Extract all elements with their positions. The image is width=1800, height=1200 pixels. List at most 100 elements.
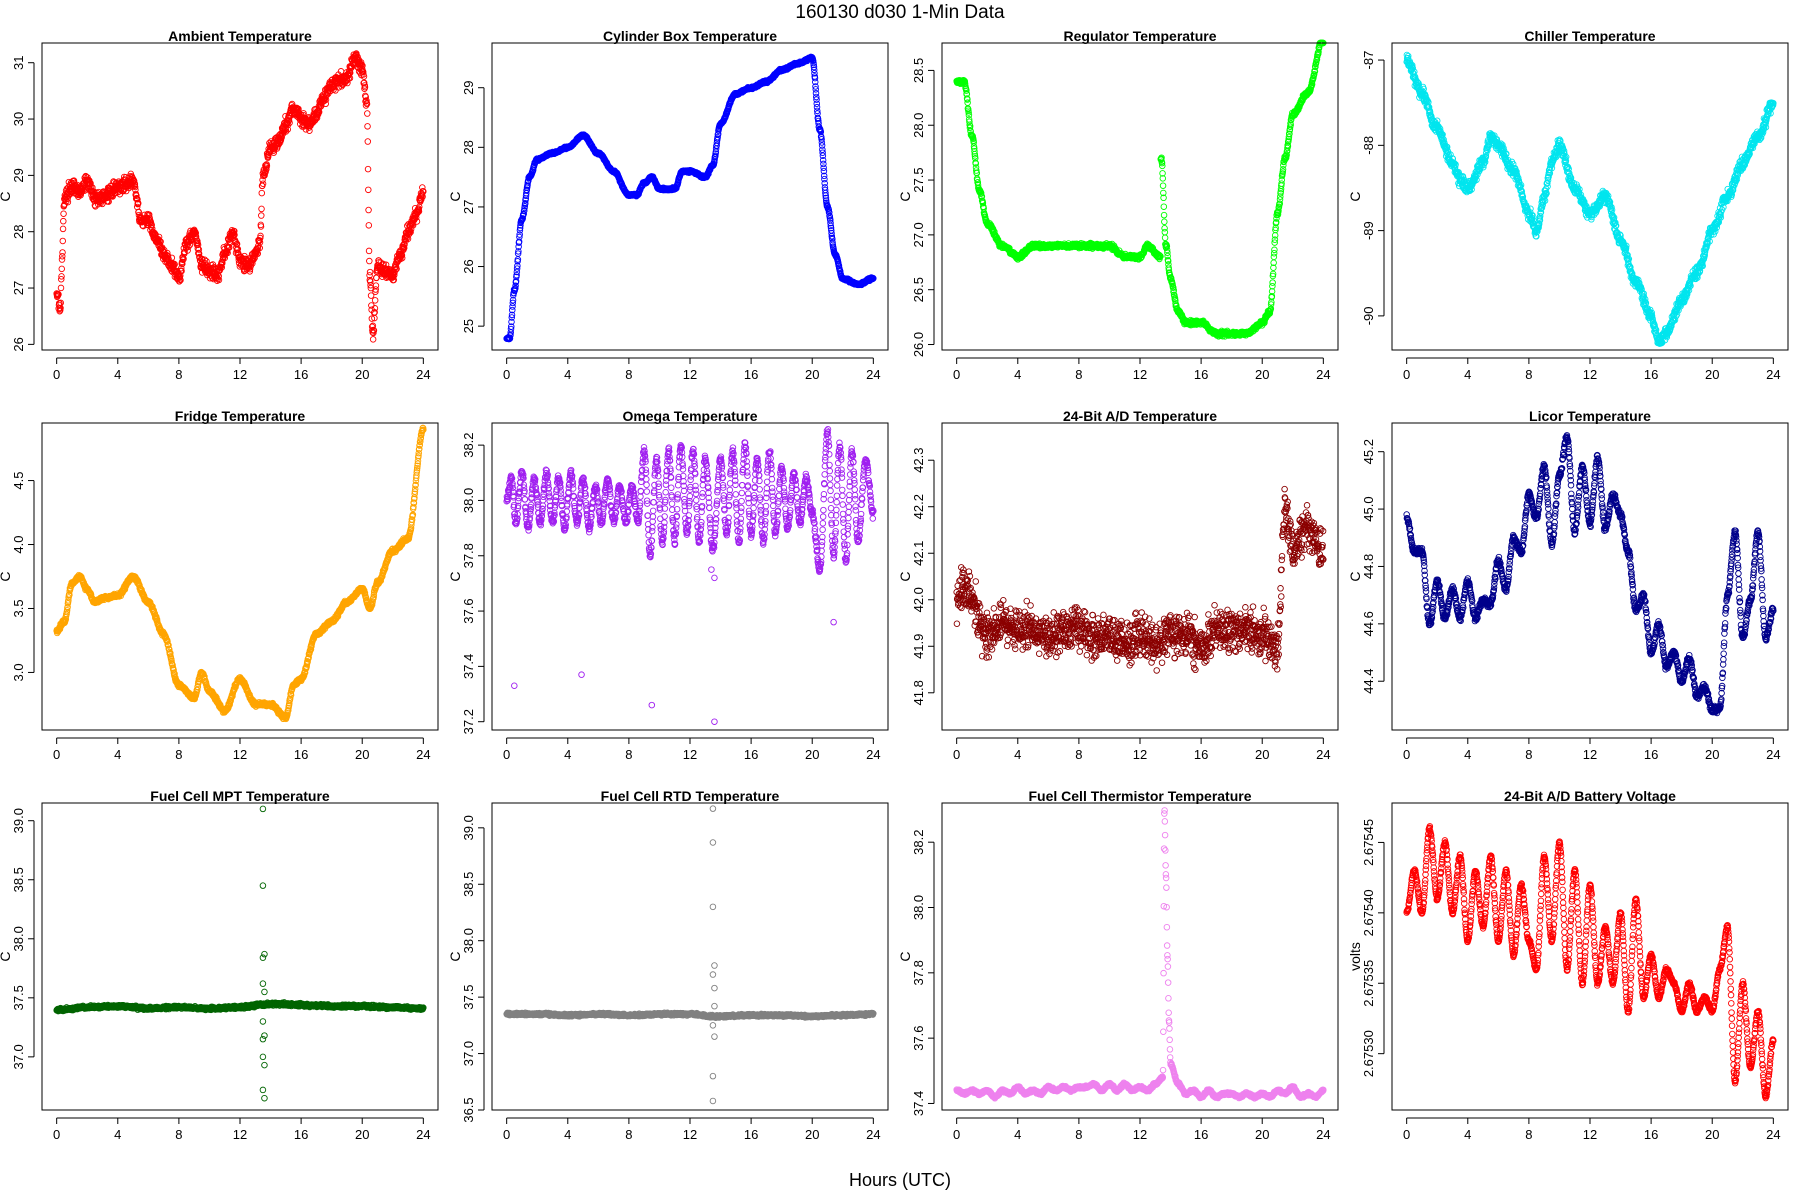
x-tick-label: 0 xyxy=(953,367,960,382)
x-tick-label: 4 xyxy=(1014,367,1021,382)
data-point xyxy=(313,114,321,122)
data-point xyxy=(1270,264,1277,272)
data-point xyxy=(970,139,977,146)
data-point xyxy=(820,167,828,175)
y-axis-label: C xyxy=(0,191,13,201)
data-point xyxy=(134,195,141,203)
data-point xyxy=(1535,220,1543,228)
data-point xyxy=(1158,159,1166,167)
data-point xyxy=(1409,62,1416,69)
data-point xyxy=(822,192,829,199)
x-tick-label: 16 xyxy=(294,367,308,382)
y-axis-label: C xyxy=(897,191,913,201)
data-point xyxy=(419,184,426,191)
data-point xyxy=(508,318,515,326)
x-tick-label: 20 xyxy=(805,367,819,382)
y-tick-label: 26.0 xyxy=(911,332,926,357)
data-point xyxy=(1545,173,1552,181)
data-point xyxy=(1308,81,1316,88)
data-point xyxy=(285,117,293,124)
data-point xyxy=(357,59,365,66)
data-point xyxy=(1164,257,1172,265)
data-point xyxy=(1270,253,1278,261)
data-point xyxy=(507,325,515,333)
data-point xyxy=(203,258,210,265)
x-tick-label: 8 xyxy=(625,367,632,382)
chart-title: Chiller Temperature xyxy=(1524,28,1655,44)
data-point xyxy=(1274,211,1282,218)
data-point xyxy=(195,250,203,257)
y-tick-label: 29 xyxy=(461,80,476,94)
data-point xyxy=(827,219,834,227)
y-tick-label: 28.5 xyxy=(911,58,926,83)
chart-panel-cylinder-box: Cylinder Box Temperature C 0 4 8 12 16 20 24 25 26… xyxy=(447,28,900,410)
data-point xyxy=(514,250,522,257)
data-point xyxy=(1267,305,1275,312)
data-point xyxy=(364,138,372,145)
data-point xyxy=(522,200,529,207)
data-point xyxy=(58,273,65,280)
data-point xyxy=(148,221,155,229)
data-point xyxy=(1268,292,1276,300)
x-tick-label: 20 xyxy=(355,367,369,382)
data-point xyxy=(513,268,521,276)
data-point xyxy=(1459,173,1467,180)
data-point xyxy=(1159,182,1167,189)
y-tick-label: 27.5 xyxy=(911,167,926,192)
data-point xyxy=(411,215,419,222)
data-point xyxy=(393,265,400,273)
plot-frame xyxy=(41,42,439,351)
data-point xyxy=(965,111,973,119)
data-point xyxy=(370,327,378,334)
data-point xyxy=(277,136,285,144)
data-point xyxy=(1440,136,1447,143)
data-point xyxy=(524,181,531,189)
data-point xyxy=(1160,194,1167,202)
data-point xyxy=(818,136,825,143)
data-point xyxy=(157,238,164,245)
data-point xyxy=(366,257,373,265)
data-point xyxy=(509,303,516,310)
y-tick-label: 26.5 xyxy=(911,277,926,302)
data-point xyxy=(810,61,817,69)
data-point xyxy=(1480,159,1488,167)
data-point xyxy=(315,108,323,116)
data-point xyxy=(164,252,172,260)
data-point xyxy=(514,262,521,270)
data-point xyxy=(194,245,202,252)
y-tick-label: 27 xyxy=(11,281,26,295)
data-point xyxy=(1279,168,1287,175)
data-point xyxy=(1159,170,1166,177)
data-point xyxy=(362,93,370,101)
data-point xyxy=(364,123,371,130)
data-point xyxy=(1268,299,1275,306)
data-point xyxy=(508,311,516,319)
data-point xyxy=(60,217,67,225)
data-point xyxy=(365,222,373,229)
data-point xyxy=(516,233,523,241)
data-point xyxy=(977,189,985,197)
plot-frame xyxy=(491,42,889,351)
data-point xyxy=(821,175,828,183)
data-point xyxy=(820,160,827,168)
data-point xyxy=(1170,286,1178,294)
data-point xyxy=(367,292,375,299)
data-point xyxy=(812,86,820,93)
data-point xyxy=(515,238,523,245)
y-tick-label: 27.0 xyxy=(911,222,926,247)
data-point xyxy=(1409,64,1417,72)
data-point xyxy=(60,210,67,217)
data-point xyxy=(358,61,365,69)
data-point xyxy=(133,192,140,199)
data-point xyxy=(214,275,222,283)
data-point xyxy=(1269,282,1276,290)
data-point xyxy=(1269,270,1277,278)
data-point xyxy=(813,93,820,101)
data-point xyxy=(1537,209,1545,216)
data-point xyxy=(364,110,371,117)
data-point xyxy=(1536,212,1544,220)
data-point xyxy=(372,286,379,293)
data-point xyxy=(1160,203,1168,210)
data-point xyxy=(131,183,139,191)
data-point xyxy=(181,248,188,256)
